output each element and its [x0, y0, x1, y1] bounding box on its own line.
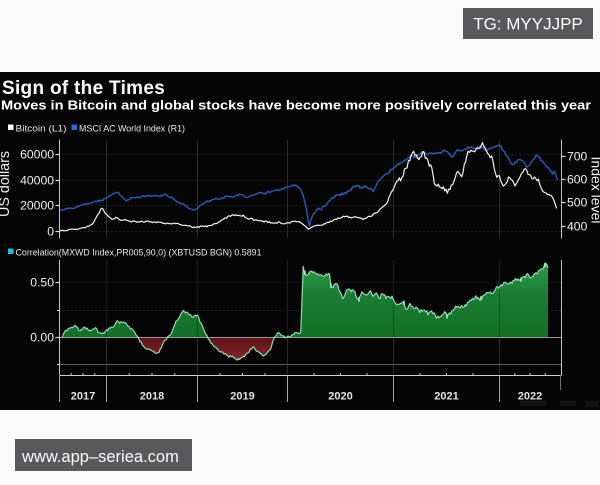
svg-text:0: 0 [47, 224, 54, 238]
svg-text:0.50: 0.50 [30, 275, 54, 289]
svg-text:700: 700 [567, 149, 588, 163]
svg-text:Index level: Index level [589, 157, 600, 224]
svg-text:500: 500 [567, 195, 588, 209]
svg-text:40000: 40000 [20, 173, 54, 187]
svg-text:2018: 2018 [140, 391, 164, 403]
svg-text:US dollars: US dollars [0, 151, 13, 217]
svg-text:20000: 20000 [20, 198, 54, 212]
svg-text:Correlation(MXWD Index,PR005,9: Correlation(MXWD Index,PR005,90,0) (XBTU… [16, 248, 262, 259]
svg-text:MSCI AC World Index (R1): MSCI AC World Index (R1) [79, 124, 185, 135]
svg-text:60000: 60000 [20, 147, 54, 161]
svg-text:Moves in Bitcoin and global st: Moves in Bitcoin and global stocks have … [1, 98, 591, 113]
svg-text:0.00: 0.00 [30, 330, 54, 344]
svg-text:600: 600 [567, 172, 588, 186]
svg-text:400: 400 [567, 219, 588, 233]
svg-text:TG: MYYJJPP: TG: MYYJJPP [473, 15, 583, 34]
svg-text:Bitcoin (L1): Bitcoin (L1) [16, 124, 67, 135]
svg-text:2019: 2019 [230, 391, 254, 403]
svg-text:2022: 2022 [518, 391, 542, 403]
svg-text:2017: 2017 [71, 391, 95, 403]
svg-text:2020: 2020 [328, 391, 352, 403]
svg-text:www.app–seriea.com: www.app–seriea.com [21, 448, 179, 466]
svg-text:2021: 2021 [434, 391, 458, 403]
svg-text:Sign of the Times: Sign of the Times [2, 78, 165, 99]
